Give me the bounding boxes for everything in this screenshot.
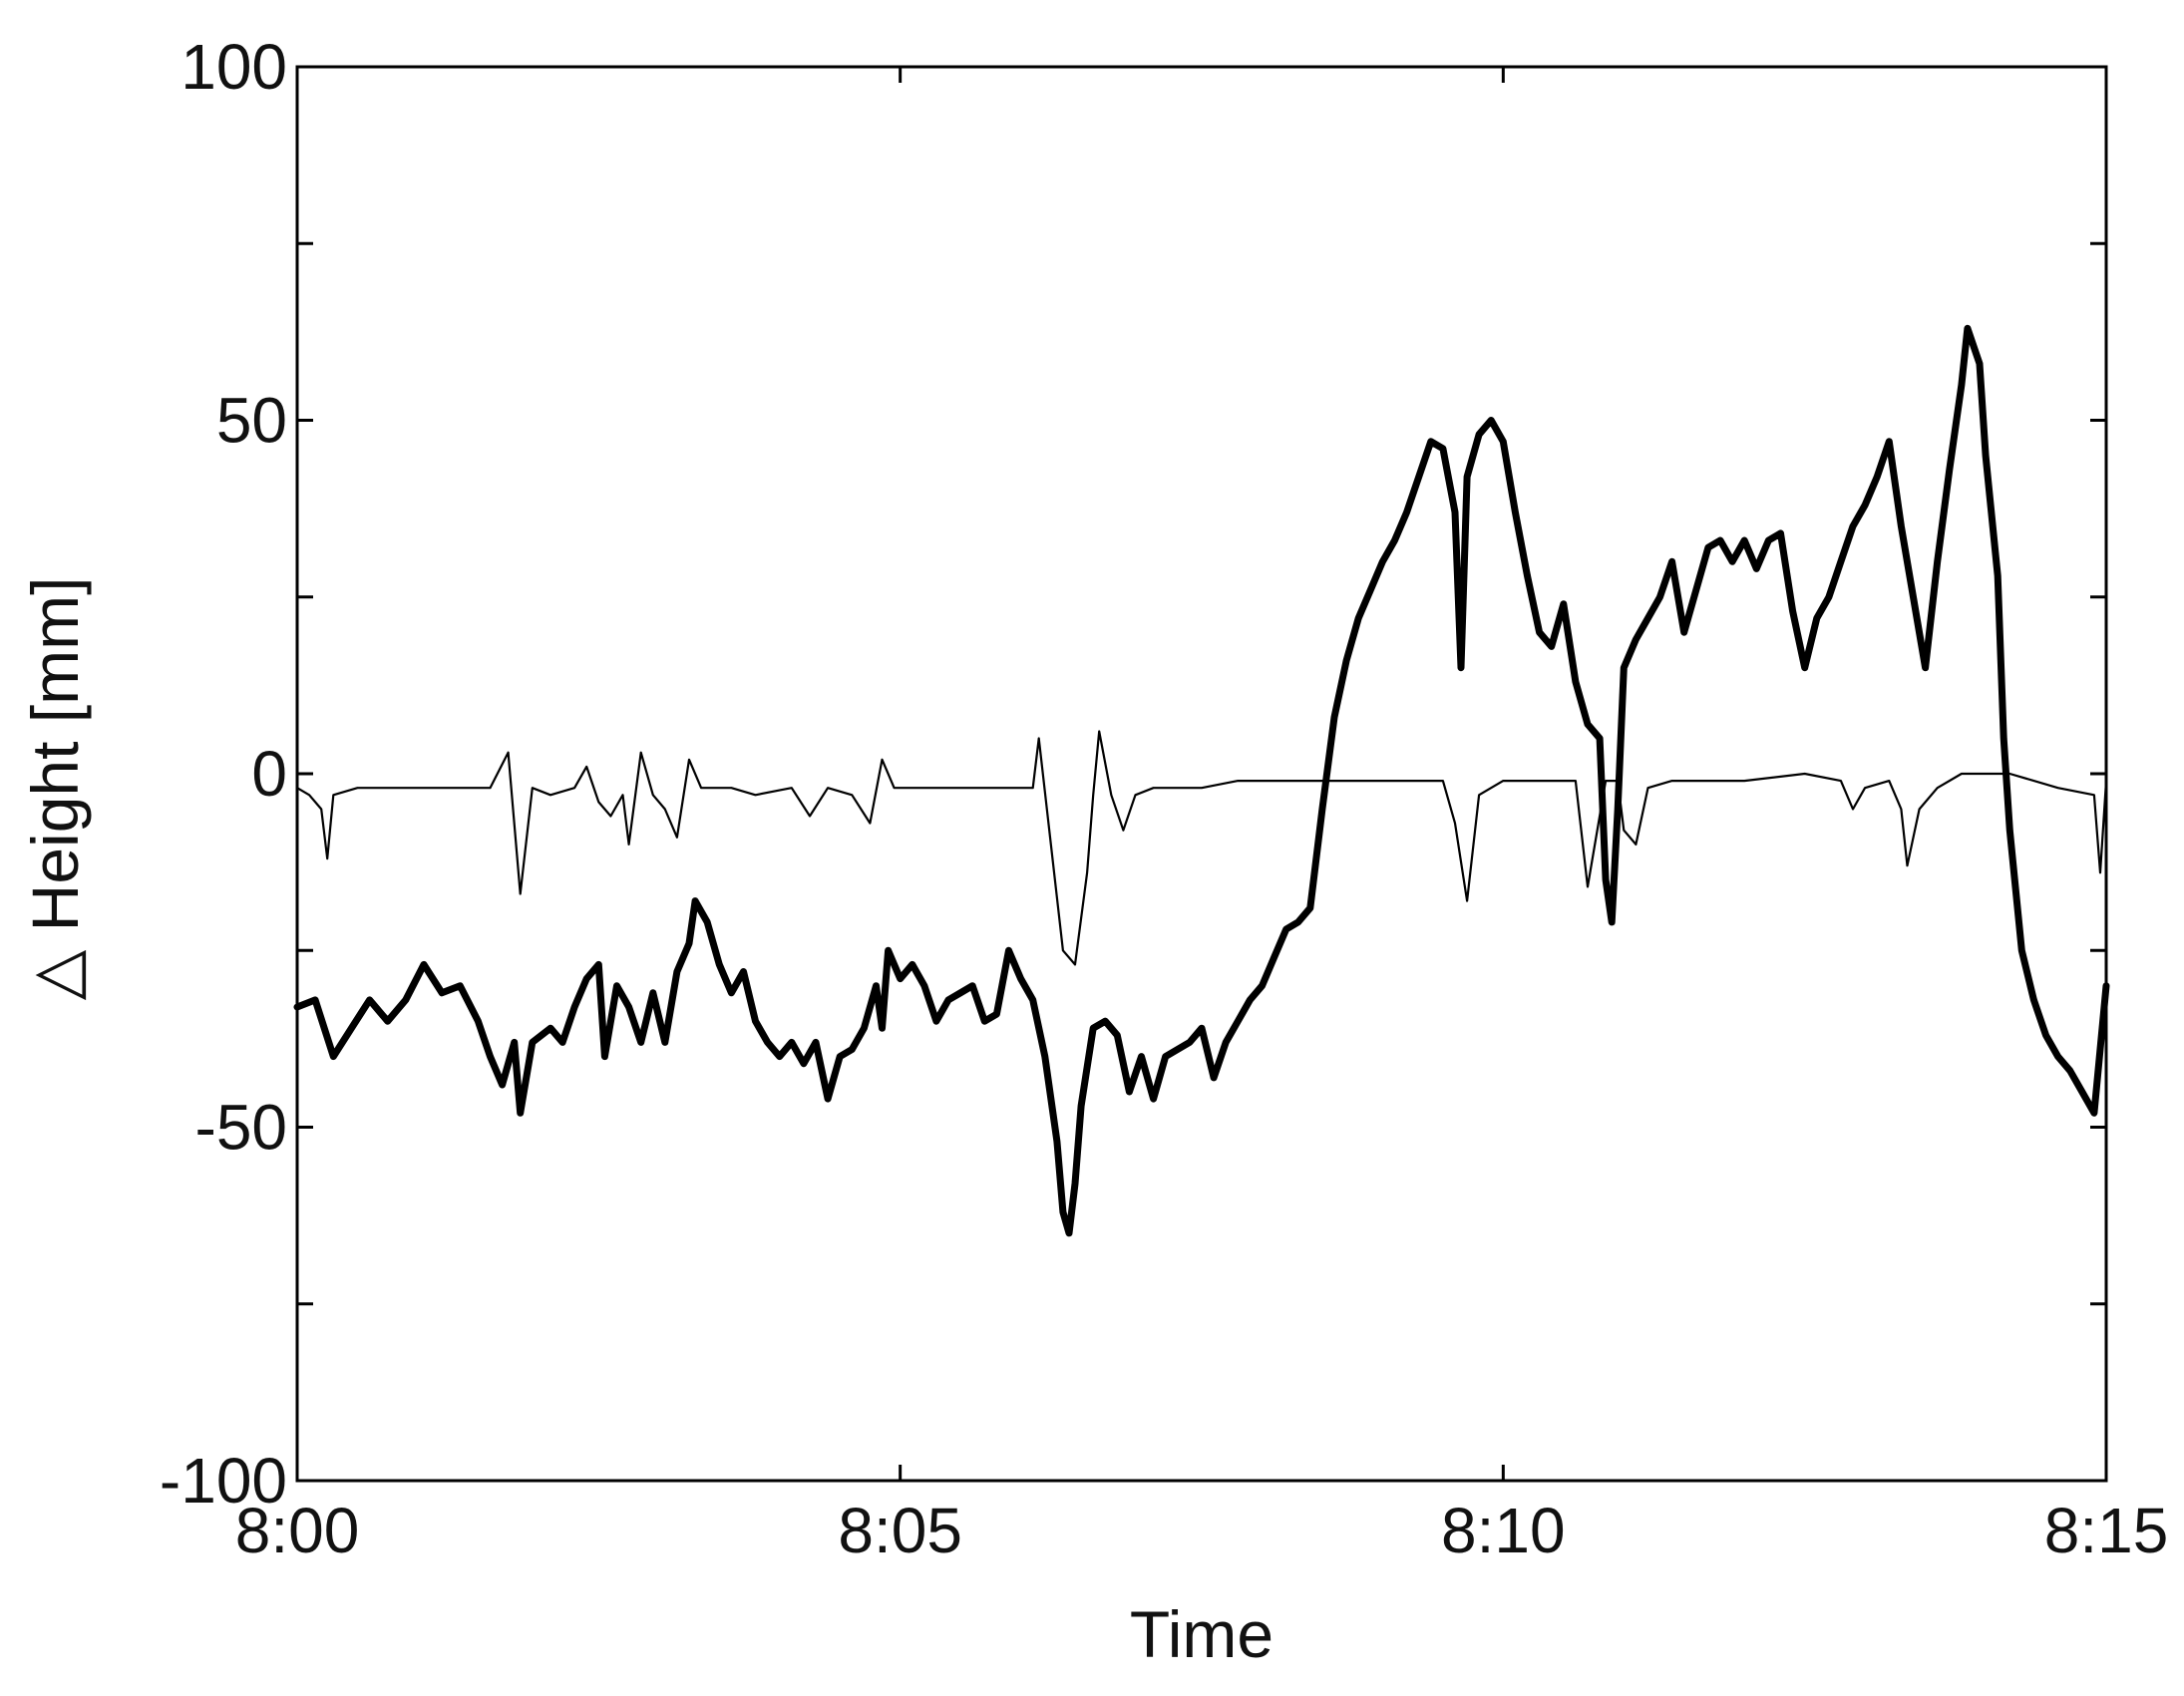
y-tick-label: 100 bbox=[181, 31, 287, 103]
x-tick-label: 8:05 bbox=[838, 1495, 962, 1566]
plot-frame bbox=[295, 65, 2108, 1483]
y-tick-label: -100 bbox=[160, 1445, 287, 1517]
series-layer bbox=[293, 324, 2110, 1237]
x-axis-title: Time bbox=[1130, 1597, 1274, 1671]
y-axis-title: △ Height [mm] bbox=[18, 577, 92, 1001]
tick-layer bbox=[295, 65, 2108, 1483]
label-layer: 8:00 8:05 8:10 8:15 100 50 0 -50 -100 bbox=[160, 31, 2168, 1566]
series-line-1-thick bbox=[293, 324, 2110, 1237]
y-tick-label: 50 bbox=[216, 385, 287, 457]
x-tick-label: 8:10 bbox=[1441, 1495, 1566, 1566]
series-line-2-thin bbox=[295, 730, 2108, 966]
y-tick-label: 0 bbox=[251, 738, 287, 810]
y-tick-label: -50 bbox=[195, 1092, 288, 1164]
x-tick-label: 8:00 bbox=[235, 1495, 360, 1566]
x-tick-label: 8:15 bbox=[2044, 1495, 2169, 1566]
